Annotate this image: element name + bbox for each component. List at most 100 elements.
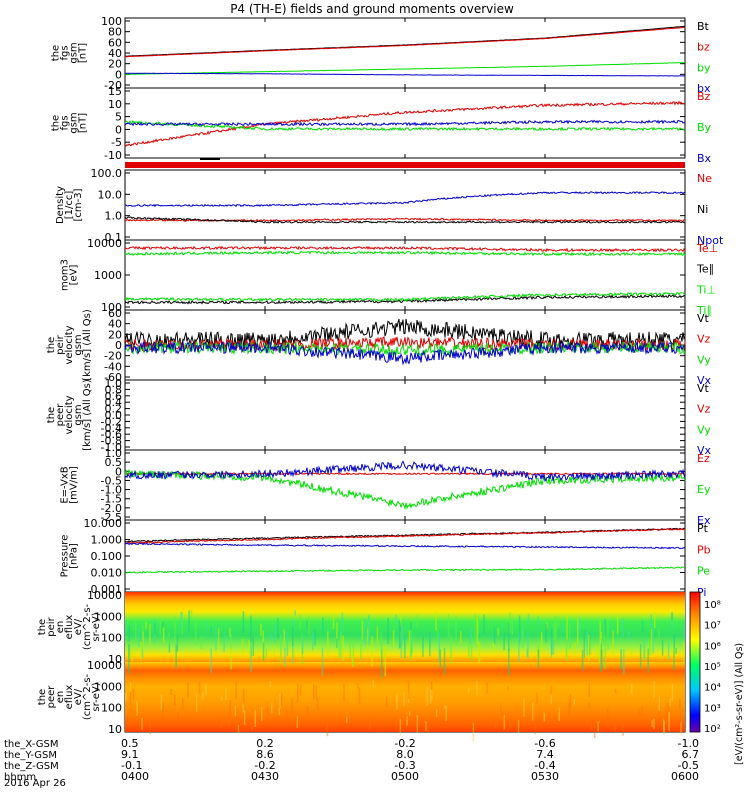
y-tick-label: 1.0 (105, 210, 123, 223)
y-tick-label: 40 (108, 47, 122, 60)
legend-entry: Vx (697, 444, 712, 457)
y-axis-label: en (55, 691, 66, 704)
y-axis-label: [nPa] (69, 543, 80, 569)
y-tick-label: 1.0 (105, 447, 123, 460)
y-tick-label: -10 (104, 149, 122, 162)
series-line-Bx (124, 119, 686, 127)
y-tick-label: -0.6 (101, 428, 122, 441)
x-tick-label: -1.0 (678, 737, 699, 750)
y-axis-label: velocity (64, 325, 75, 364)
y-tick-label: 1000 (94, 680, 122, 693)
y-tick-label: 80 (108, 26, 122, 39)
colorbar-tick-label: 10⁷ (704, 621, 721, 632)
x-tick-label: 0.2 (256, 737, 274, 750)
series-line-Npot (124, 191, 685, 208)
panel-pressure: 10.000 1.000 0.100 0.010 0.001 Pressure[nPa] P… (60, 517, 711, 599)
legend-entry: Ex (697, 514, 711, 527)
y-axis-label: [mV/m] (69, 466, 80, 504)
y-axis-label: [nT] (78, 113, 89, 133)
colorbar-label: [eV/(cm²-s-sr-eV)] (All Qs) (734, 643, 745, 765)
y-tick-label: 10.0 (98, 188, 123, 201)
y-tick-label: 100 (101, 301, 122, 314)
series-line-Bz (124, 100, 686, 148)
x-tick-label: 8.6 (256, 748, 274, 761)
y-tick-label: 100.0 (91, 167, 123, 180)
colorbar-tick-label: 10⁸ (704, 600, 721, 611)
y-tick-label: 1.0 (105, 377, 123, 390)
y-tick-label: 1000 (94, 269, 122, 282)
status-bar-mark (200, 158, 220, 160)
legend-entry: Npot (697, 234, 724, 247)
x-tick-label: -0.4 (534, 759, 555, 772)
x-axis-row-label: the_Z-GSM (4, 761, 59, 772)
y-tick-label: 100 (101, 702, 122, 715)
y-axis-label: E=-VxB (60, 466, 71, 503)
y-tick-label: 0.100 (91, 550, 123, 563)
x-tick-label: -0.3 (394, 759, 415, 772)
y-axis-label: mom3 (60, 259, 71, 291)
y-axis-label: [eV] (69, 265, 80, 286)
y-axis-label: sr-eV) (91, 682, 102, 711)
y-tick-label: -0.2 (101, 415, 122, 428)
date-label: 2016 Apr 26 (4, 778, 66, 789)
panel-density: 100.0 10.0 1.0 0.1 Density[1/cc][cm-3] Ne Ni Np… (55, 167, 724, 247)
y-axis-label: [1/cc] (64, 191, 75, 220)
y-tick-label: 40 (108, 318, 122, 331)
y-tick-label: 0 (115, 339, 122, 352)
y-axis-label: eflux (64, 615, 75, 640)
spectrogram-texture (125, 610, 685, 742)
y-tick-label: 0 (115, 465, 122, 478)
x-axis-row-label: hhmm (4, 772, 36, 783)
y-tick-label: -5 (111, 136, 122, 149)
series-line-by (125, 62, 686, 75)
y-tick-label: 10000 (87, 659, 122, 672)
plot-title: P4 (TH-E) fields and ground moments over… (230, 2, 514, 16)
legend-entry: Vt (697, 312, 710, 325)
legend-entry: Vy (697, 353, 711, 366)
legend-entry: Vy (697, 423, 711, 436)
legend-entry: Pt (697, 522, 709, 535)
legend-entry: Ez (697, 452, 710, 465)
legend-entry: Ey (697, 483, 711, 496)
y-tick-label: -60 (104, 371, 122, 384)
legend-entry: By (697, 121, 712, 134)
y-axis-label: peer (55, 403, 66, 427)
x-tick-label: 8.0 (396, 748, 414, 761)
y-tick-label: 100 (101, 15, 122, 28)
y-axis-label: Density (55, 186, 66, 224)
peer-spectrogram (125, 662, 685, 732)
legend-entry: Bx (697, 152, 712, 165)
y-axis-label: [km/s] (All Qs) (82, 379, 93, 451)
y-tick-label: -0.8 (101, 435, 122, 448)
y-axis-label: the (46, 337, 57, 353)
x-tick-label: -0.2 (254, 759, 275, 772)
x-tick-label: -0.6 (534, 737, 555, 750)
x-tick-label: 0500 (391, 770, 419, 783)
y-tick-label: 1.000 (91, 534, 123, 547)
colorbar-tick-label: 10³ (704, 703, 721, 714)
series-line-Ti⊥ (125, 250, 686, 257)
y-axis-label: gsm (69, 42, 80, 63)
y-axis-label: gsm (73, 404, 84, 425)
y-tick-label: 0.4 (105, 396, 123, 409)
legend-entry: Bz (697, 90, 711, 103)
x-tick-label: -0.5 (678, 759, 699, 772)
x-tick-label: 9.1 (121, 748, 139, 761)
colorbar-tick-label: 10⁶ (704, 641, 721, 652)
y-axis-label: the (46, 407, 57, 423)
y-axis-label: (cm^2-s- (82, 603, 93, 650)
colorbar-tick-label: 10² (704, 724, 721, 735)
y-tick-label: 0.0 (105, 409, 123, 422)
y-tick-label: -20 (104, 79, 122, 92)
series-line-By (124, 119, 686, 132)
y-axis-label: eflux (64, 685, 75, 710)
y-axis-label: [cm-3] (73, 188, 84, 221)
series-line-Pt (124, 527, 686, 543)
y-tick-label: -40 (104, 360, 122, 373)
legend-entry: Ne (697, 172, 712, 185)
x-tick-label: 0530 (531, 770, 559, 783)
y-axis-label: the (37, 619, 48, 635)
